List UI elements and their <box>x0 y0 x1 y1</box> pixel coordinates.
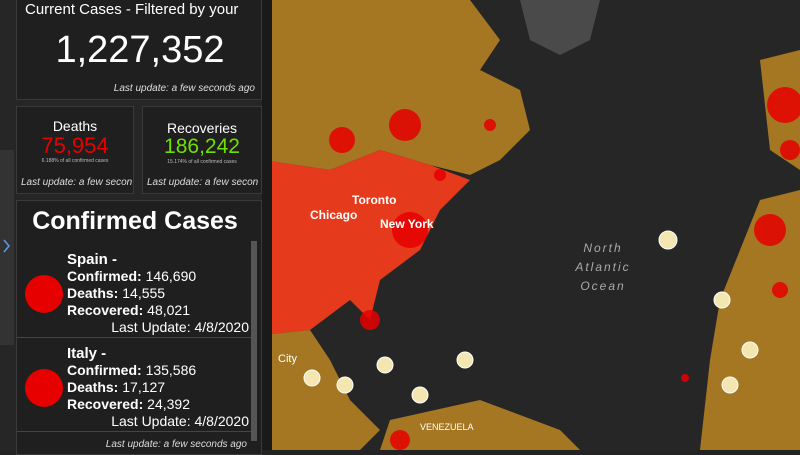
case-name: Italy - <box>67 345 107 362</box>
case-text: Italy - Confirmed: 135,586 Deaths: 17,127 R… <box>67 345 249 430</box>
panel-title: Recoveries <box>166 120 238 136</box>
map-label: Chicago <box>310 208 357 222</box>
row-value: 135,586 <box>145 362 197 378</box>
row-label: Recovered: <box>67 396 144 412</box>
case-updated: Last Update: 4/8/2020 <box>111 319 249 335</box>
row-label: Confirmed: <box>67 362 142 378</box>
recoveries-value: 186,242 <box>164 135 240 158</box>
ocean-label: North <box>583 241 622 255</box>
updated: Last update: a few seconds ago <box>105 439 247 450</box>
case-dot <box>25 275 63 313</box>
panel-title: Current Cases - Filtered by your <box>25 1 239 18</box>
row-value: 24,392 <box>147 396 190 412</box>
map-label: City <box>278 353 297 365</box>
case-name: Spain - <box>67 251 118 268</box>
map-label: New York <box>380 217 434 231</box>
confirmed-panel: Confirmed Cases Spain - Confirmed: 146,69… <box>16 200 262 455</box>
panel-title: Confirmed Cases <box>32 207 238 235</box>
case-item[interactable]: Italy - Confirmed: 135,586 Deaths: 17,127 R… <box>17 339 253 432</box>
map-label: Toronto <box>352 193 396 207</box>
row-value: 17,127 <box>122 379 166 395</box>
row-label: Recovered: <box>67 302 144 318</box>
case-text: Spain - Confirmed: 146,690 Deaths: 14,555 R… <box>67 251 249 336</box>
row-label: Confirmed: <box>67 268 142 284</box>
case-row: Confirmed: 135,586 <box>67 362 249 379</box>
row-value: 48,021 <box>147 302 190 318</box>
row-value: 146,690 <box>145 268 197 284</box>
row-label: Deaths: <box>67 379 119 395</box>
case-row: Deaths: 14,555 <box>67 285 249 302</box>
deaths-value: 75,954 <box>41 133 109 158</box>
deaths-panel: Deaths 75,954 6.188% of all confirmed ca… <box>16 106 134 194</box>
current-value: 1,227,352 <box>55 29 225 71</box>
case-updated: Last Update: 4/8/2020 <box>111 413 249 429</box>
ocean-label: Atlantic <box>574 260 630 274</box>
current-panel: Current Cases - Filtered by your 1,227,3… <box>16 0 262 100</box>
row-value: 14,555 <box>122 285 166 301</box>
case-row: Confirmed: 146,690 <box>67 268 249 285</box>
row-label: Deaths: <box>67 285 119 301</box>
ocean-label: Ocean <box>580 279 625 293</box>
updated: Last update: a few seconds ago <box>113 83 255 94</box>
updated: Last update: a few secon <box>21 177 133 188</box>
case-dot <box>25 369 63 407</box>
note: 6.188% of all confirmed cases <box>41 158 109 164</box>
case-row: Recovered: 24,392 <box>67 396 249 413</box>
panel-title: Deaths <box>52 118 98 134</box>
recoveries-panel: Recoveries 186,242 15.174% of all confir… <box>142 106 262 194</box>
map-label: VENEZUELA <box>420 422 474 432</box>
case-item[interactable]: Spain - Confirmed: 146,690 Deaths: 14,555 R… <box>17 245 253 338</box>
scrollbar[interactable] <box>251 241 257 441</box>
updated: Last update: a few secon <box>147 177 259 188</box>
note: 15.174% of all confirmed cases <box>167 159 237 165</box>
case-row: Recovered: 48,021 <box>67 302 249 319</box>
case-row: Deaths: 17,127 <box>67 379 249 396</box>
